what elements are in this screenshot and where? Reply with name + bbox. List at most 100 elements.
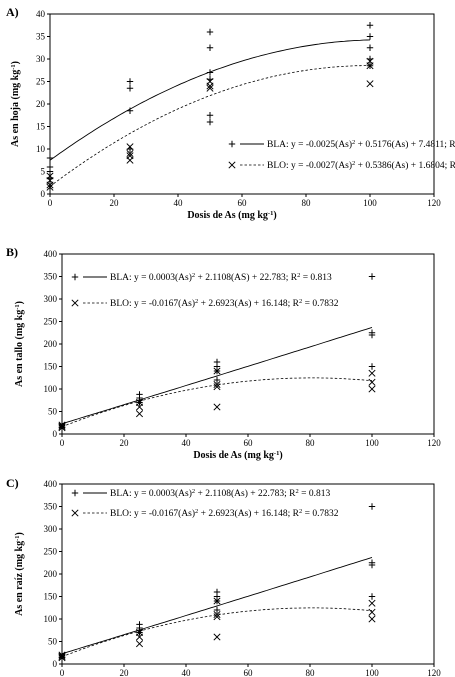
data-point-blo <box>213 383 221 391</box>
data-point-bla <box>206 118 214 126</box>
y-tick-label: 150 <box>44 362 58 372</box>
y-tick-label: 250 <box>44 547 58 557</box>
legend-marker-bla <box>71 489 79 497</box>
y-tick-label: 35 <box>36 32 46 42</box>
x-tick-label: 100 <box>365 438 379 448</box>
data-point-blo <box>135 633 144 641</box>
y-tick-label: 10 <box>36 144 46 154</box>
legend-marker-bla <box>228 140 236 148</box>
data-point-blo <box>213 380 221 389</box>
fit-curve-bla <box>61 556 373 655</box>
legend-marker-blo <box>71 509 79 517</box>
x-tick-label: 20 <box>120 668 130 677</box>
chart-panel-c: C) 0 50 100 150 200 250 300 350 400 0 20 40 60 80 100 12… <box>6 476 441 677</box>
legend-entry-bla: BLA: y = -0.0025(As)2 + 0.5176(As) + 7.4… <box>267 139 455 151</box>
x-tick-label: 40 <box>182 438 192 448</box>
data-point-bla <box>368 331 376 339</box>
y-tick-label: 200 <box>44 569 58 579</box>
y-axis-title: As en hoja (mg kg-1) <box>10 61 22 147</box>
data-point-blo <box>213 597 221 605</box>
y-tick-label: 20 <box>36 99 46 109</box>
legend-entry-blo: BLO: y = -0.0167(As)2 + 2.6923(As) + 16.… <box>110 508 339 520</box>
x-tick-label: 0 <box>60 438 65 448</box>
data-point-bla <box>368 273 376 280</box>
y-tick-label: 15 <box>36 122 46 132</box>
x-axis-title: Dosis de As (mg kg-1) <box>187 210 276 222</box>
data-point-bla <box>366 22 374 29</box>
fit-curve-bla <box>61 326 373 425</box>
data-point-bla <box>368 503 376 510</box>
x-tick-label: 80 <box>306 438 316 448</box>
data-point-blo <box>368 608 376 616</box>
y-tick-label: 30 <box>36 54 46 64</box>
data-point-bla <box>368 561 376 569</box>
data-point-blo <box>213 633 221 641</box>
x-tick-label: 0 <box>60 668 65 677</box>
y-tick-label: 350 <box>44 272 58 282</box>
data-point-blo <box>46 183 54 191</box>
y-tick-label: 400 <box>44 249 58 259</box>
chart-panel-a: A) 0 5 10 15 20 25 30 35 40 0 20 40 60 80 100 120 Dosis d… <box>6 5 455 221</box>
legend-entry-blo: BLO: y = -0.0167(As)2 + 2.6923(As) + 16.… <box>110 298 339 310</box>
data-point-blo <box>368 385 376 393</box>
x-tick-label: 100 <box>365 668 379 677</box>
data-point-blo <box>213 367 221 375</box>
x-tick-label: 60 <box>238 198 248 208</box>
data-point-blo <box>126 149 134 158</box>
data-point-bla <box>368 363 376 370</box>
fit-curve-blo <box>61 377 373 428</box>
data-point-bla <box>213 376 221 384</box>
data-point-blo <box>126 156 134 164</box>
data-point-blo <box>213 613 221 621</box>
y-tick-label: 350 <box>44 502 58 512</box>
data-point-blo <box>58 421 66 429</box>
x-tick-label: 80 <box>306 668 316 677</box>
y-tick-label: 100 <box>44 614 58 624</box>
x-tick-label: 120 <box>427 198 441 208</box>
data-point-blo <box>58 424 66 432</box>
data-point-bla <box>206 69 214 76</box>
data-point-bla <box>206 28 214 36</box>
data-point-bla <box>206 44 214 51</box>
data-point-bla <box>213 606 221 614</box>
data-point-blo <box>213 403 221 411</box>
x-tick-label: 60 <box>244 438 254 448</box>
panel-letter: B) <box>6 245 18 259</box>
data-point-blo <box>366 62 374 70</box>
y-tick-label: 25 <box>36 77 46 87</box>
legend-entry-bla: BLA: y = 0.0003(As)2 + 2.1108(As) + 22.7… <box>110 488 330 500</box>
data-point-blo <box>135 410 144 418</box>
y-axis-title: As en raíz (mg kg-1) <box>14 532 26 616</box>
data-point-blo <box>366 80 374 88</box>
data-point-blo <box>368 615 376 623</box>
y-tick-label: 150 <box>44 592 58 602</box>
data-point-bla <box>126 85 134 92</box>
y-tick-label: 300 <box>44 524 58 534</box>
x-tick-label: 0 <box>48 198 53 208</box>
data-point-blo <box>58 651 66 659</box>
data-point-blo <box>206 84 214 92</box>
x-tick-label: 80 <box>302 198 312 208</box>
y-tick-label: 400 <box>44 479 58 489</box>
y-tick-label: 300 <box>44 294 58 304</box>
legend-marker-blo <box>228 161 236 169</box>
x-tick-label: 20 <box>120 438 130 448</box>
y-tick-label: 40 <box>36 9 46 19</box>
x-axis-title: Dosis de As (mg kg-1) <box>193 450 282 462</box>
data-point-blo <box>213 610 221 619</box>
data-point-bla <box>46 154 54 162</box>
y-tick-label: 0 <box>53 429 58 439</box>
y-tick-label: 250 <box>44 317 58 327</box>
y-tick-label: 5 <box>41 167 46 177</box>
data-point-bla <box>366 44 374 51</box>
data-point-bla <box>368 593 376 600</box>
x-tick-label: 100 <box>363 198 377 208</box>
y-tick-label: 0 <box>53 659 58 669</box>
data-point-bla <box>126 78 134 85</box>
x-tick-label: 120 <box>427 438 441 448</box>
legend-marker-blo <box>71 299 79 307</box>
y-axis-title: As en tallo (mg kg-1) <box>14 301 26 387</box>
y-tick-label: 0 <box>41 189 46 199</box>
data-point-bla <box>366 33 374 40</box>
